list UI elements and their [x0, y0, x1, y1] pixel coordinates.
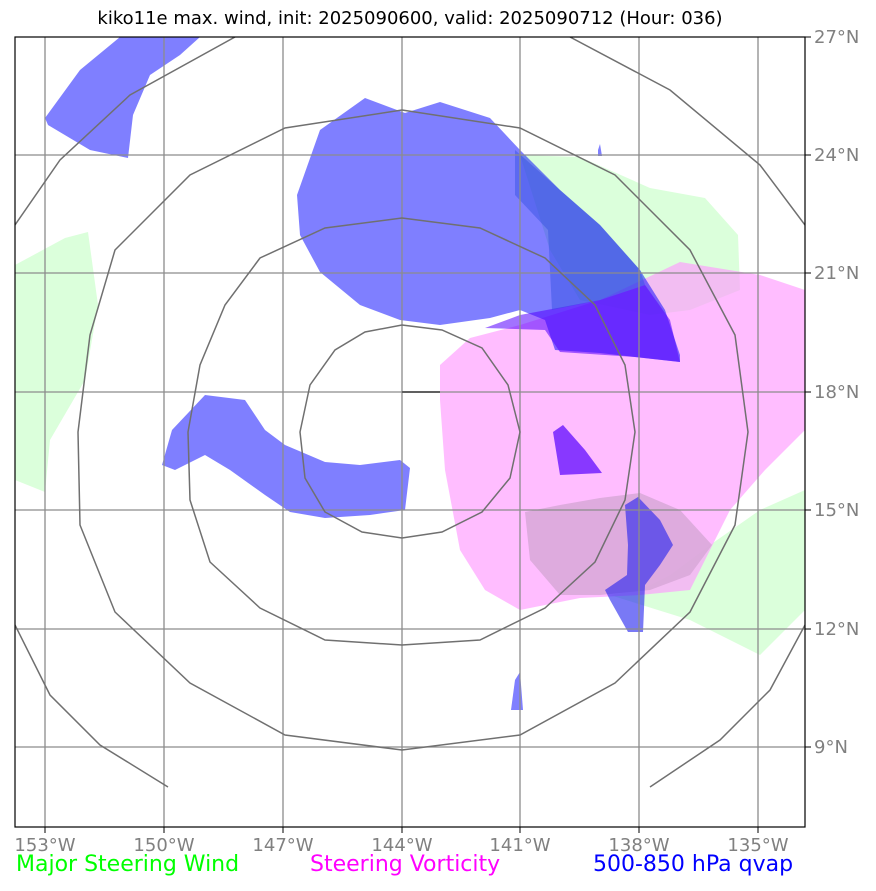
legend-qvap: 500-850 hPa qvap [593, 852, 794, 877]
range-rings [15, 37, 805, 788]
qvap-area-north [297, 98, 680, 362]
lat-labels: 27°N 24°N 21°N 18°N 15°N 12°N 9°N [814, 27, 859, 758]
legend-steering-vorticity: Steering Vorticity [310, 852, 501, 877]
lat-label-27n: 27°N [814, 27, 859, 48]
lat-label-9n: 9°N [814, 737, 848, 758]
lat-label-18n: 18°N [814, 382, 859, 403]
range-ring-4-southwest [15, 624, 169, 788]
steering-vorticity-area-south [525, 493, 712, 595]
lat-label-24n: 24°N [814, 145, 859, 166]
range-ring-1 [299, 324, 521, 539]
qvap-area-tiny [598, 144, 602, 156]
qvap-area-speck [511, 672, 523, 710]
lon-label-144w: 144°W [371, 835, 432, 856]
tick-marks [44, 36, 811, 833]
lon-label-147w: 147°W [252, 835, 313, 856]
qvap-area-small [553, 425, 602, 475]
range-ring-4-southeast [649, 624, 805, 788]
range-ring-3 [77, 109, 749, 751]
map-title: kiko11e max. wind, init: 2025090600, val… [97, 8, 723, 29]
lat-label-12n: 12°N [814, 619, 859, 640]
map-frame [14, 36, 806, 828]
lon-labels: 153°W 150°W 147°W 144°W 141°W 138°W 135°… [14, 835, 788, 856]
qvap-area-northwest [45, 37, 200, 158]
lon-label-135w: 135°W [727, 835, 788, 856]
lon-label-138w: 138°W [608, 835, 669, 856]
lat-label-15n: 15°N [814, 500, 859, 521]
steering-wind-area-west [15, 232, 98, 492]
qvap-area-west [162, 395, 410, 518]
lon-label-153w: 153°W [14, 835, 75, 856]
graticule [15, 37, 805, 827]
lon-label-141w: 141°W [489, 835, 550, 856]
qvap-area-overlap [515, 150, 645, 310]
qvap-area-core [485, 285, 680, 362]
range-ring-2 [187, 217, 636, 646]
range-ring-4 [15, 37, 236, 226]
legend-steering-wind: Major Steering Wind [16, 852, 240, 877]
lon-label-150w: 150°W [133, 835, 194, 856]
qvap-areas [45, 37, 680, 710]
range-ring-4-east [569, 37, 805, 226]
lat-label-21n: 21°N [814, 263, 859, 284]
steering-wind-area-southeast [610, 490, 805, 655]
steering-vorticity-areas [440, 262, 805, 610]
